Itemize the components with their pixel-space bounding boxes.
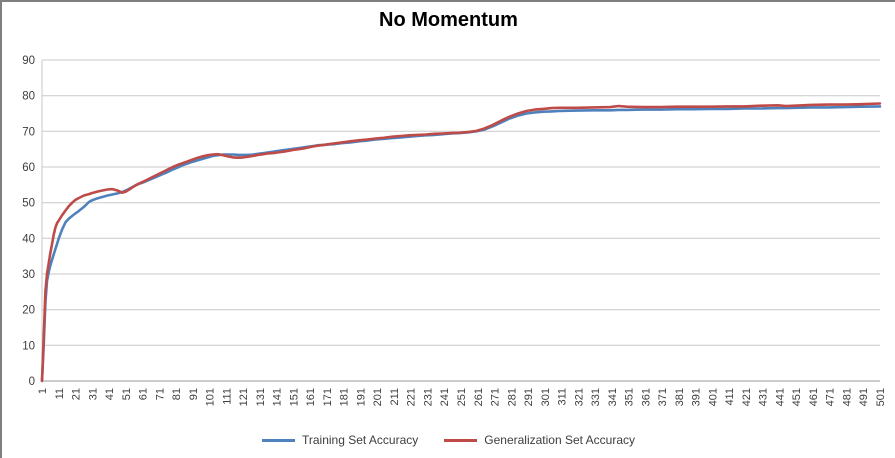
x-tick-label: 181	[339, 388, 351, 406]
y-tick-label: 0	[29, 376, 35, 388]
x-tick-label: 51	[121, 388, 133, 400]
x-tick-label: 71	[154, 388, 166, 400]
x-tick-label: 251	[456, 388, 468, 406]
x-tick-label: 261	[473, 388, 485, 406]
x-tick-label: 361	[640, 388, 652, 406]
y-tick-label: 20	[22, 305, 35, 317]
x-tick-label: 281	[506, 388, 518, 406]
x-tick-label: 401	[707, 388, 719, 406]
x-tick-label: 41	[104, 388, 116, 400]
x-tick-label: 411	[724, 388, 736, 406]
x-tick-label: 171	[322, 388, 334, 406]
x-tick-label: 151	[288, 388, 300, 406]
x-tick-label: 231	[423, 388, 435, 406]
x-tick-label: 161	[305, 388, 317, 406]
x-tick-label: 321	[573, 388, 585, 406]
x-tick-label: 241	[439, 388, 451, 406]
x-tick-label: 221	[406, 388, 418, 406]
x-tick-label: 351	[624, 388, 636, 406]
x-tick-label: 471	[825, 388, 837, 406]
x-tick-label: 131	[255, 388, 267, 406]
x-tick-label: 421	[741, 388, 753, 406]
series-line-training	[40, 105, 882, 383]
x-tick-label: 481	[842, 388, 854, 406]
x-tick-label: 31	[87, 388, 99, 400]
x-tick-label: 11	[54, 388, 66, 399]
x-tick-label: 331	[590, 388, 602, 406]
x-tick-label: 201	[372, 388, 384, 406]
y-tick-label: 30	[22, 269, 35, 281]
chart-title: No Momentum	[379, 9, 518, 31]
x-tick-label: 391	[691, 388, 703, 406]
legend-item: Generalization Set Accuracy	[444, 433, 635, 447]
x-tick-label: 291	[523, 388, 535, 406]
x-tick-label: 121	[238, 388, 250, 406]
legend-line-sample	[261, 438, 295, 442]
y-tick-label: 60	[22, 162, 35, 174]
series-line-generalization	[40, 102, 882, 383]
x-tick-label: 311	[557, 388, 569, 406]
x-tick-label: 451	[791, 388, 803, 406]
x-tick-label: 381	[674, 388, 686, 406]
x-tick-label: 91	[188, 388, 200, 400]
y-tick-label: 90	[22, 55, 35, 67]
y-tick-label: 40	[22, 233, 35, 245]
legend-label: Training Set Accuracy	[301, 433, 419, 447]
x-tick-label: 271	[490, 388, 502, 406]
y-tick-label: 70	[22, 126, 35, 138]
x-tick-label: 191	[355, 388, 367, 406]
y-tick-label: 80	[22, 91, 35, 103]
x-tick-label: 441	[774, 388, 786, 406]
x-tick-label: 1	[37, 388, 49, 394]
y-tick-label: 10	[22, 340, 35, 352]
x-tick-label: 491	[858, 388, 870, 406]
x-tick-label: 301	[540, 388, 552, 406]
y-tick-label: 50	[22, 198, 35, 210]
x-tick-label: 21	[71, 388, 83, 400]
x-tick-label: 141	[272, 388, 284, 406]
x-tick-label: 371	[657, 388, 669, 406]
x-tick-label: 501	[875, 388, 887, 406]
x-tick-label: 461	[808, 388, 820, 406]
x-tick-label: 101	[205, 388, 217, 406]
x-tick-label: 211	[389, 388, 401, 406]
x-tick-label: 61	[138, 388, 150, 400]
x-tick-label: 341	[607, 388, 619, 406]
legend-label: Generalization Set Accuracy	[484, 433, 636, 447]
legend-item: Training Set Accuracy	[261, 433, 419, 447]
x-tick-label: 81	[171, 388, 183, 400]
legend: Training Set Accuracy Generalization Set …	[2, 433, 895, 447]
legend-line-sample	[444, 438, 478, 442]
x-tick-label: 111	[221, 388, 233, 405]
x-tick-label: 431	[758, 388, 770, 406]
